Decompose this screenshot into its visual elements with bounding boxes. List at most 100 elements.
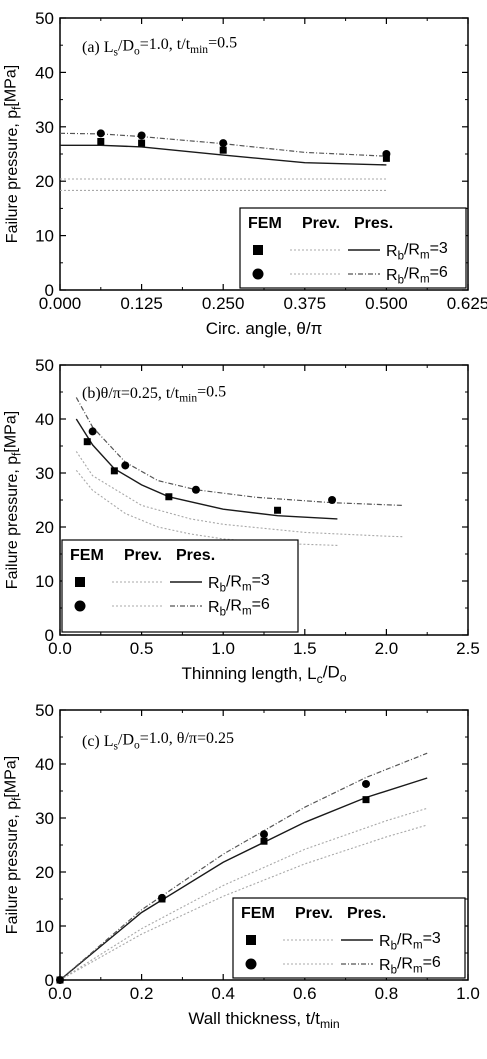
label-part: /D	[118, 38, 134, 55]
fem-point-circle	[382, 150, 391, 158]
label-part: b	[398, 275, 404, 287]
y-tick-label: 0	[45, 626, 54, 645]
label-part: Thinning length, L	[181, 664, 316, 683]
label-part: /R	[226, 598, 242, 615]
legend-marker-square	[253, 245, 263, 255]
x-tick-label: 0.4	[211, 984, 235, 1003]
label-part: R	[208, 599, 220, 616]
x-axis-label: Thinning length, Lc/Do	[181, 662, 346, 685]
fem-point-square	[97, 137, 105, 145]
label-part: c	[317, 672, 323, 686]
fem-point-square	[274, 506, 282, 514]
y-tick-label: 40	[35, 755, 54, 774]
y-axis-label: Failure pressure, pf[MPa]	[3, 756, 24, 934]
x-tick-label: 0.500	[365, 294, 408, 313]
y-tick-label: 10	[35, 572, 54, 591]
legend-header-pres: Pres.	[347, 905, 386, 922]
legend-marker-circle	[74, 600, 86, 612]
x-tick-label: 0.000	[39, 294, 82, 313]
y-tick-label: 20	[35, 518, 54, 537]
label-part: [MPa]	[3, 756, 20, 798]
label-part: (b)θ/π=0.25, t/t	[82, 385, 180, 402]
legend: FEM Prev. Pres.Rb/Rm=3Rb/Rm=6	[61, 539, 299, 633]
fem-point-circle	[362, 779, 370, 788]
label-part: m	[413, 939, 423, 951]
label-part: R	[386, 243, 398, 260]
x-tick-label: 1.0	[211, 639, 235, 658]
label-part: o	[134, 739, 140, 751]
label-part: /D	[118, 732, 134, 749]
label-part: m	[242, 605, 252, 617]
y-axis-label: Failure pressure, pf[MPa]	[3, 411, 24, 589]
legend-marker-circle	[245, 958, 257, 970]
fem-point-circle	[56, 976, 64, 984]
label-part: =1.0, t/t	[140, 36, 191, 53]
label-part: Failure pressure, p	[4, 110, 21, 243]
label-part: Failure pressure, p	[4, 801, 21, 934]
pres-curve	[75, 397, 403, 506]
label-part: Wall thickness, t/t	[188, 1009, 320, 1028]
legend: FEM Prev. Pres.Rb/Rm=3Rb/Rm=6	[239, 207, 467, 289]
label-part: =6	[430, 264, 448, 281]
label-part: =3	[430, 240, 448, 257]
label-part: s	[114, 47, 119, 59]
label-part: /R	[397, 932, 413, 949]
label-part: R	[379, 957, 391, 974]
prev-curve	[75, 469, 338, 546]
prev-curve	[75, 451, 403, 538]
fem-point-circle	[121, 461, 130, 470]
panel-annotation: (a) Ls/Do=1.0, t/tmin=0.5	[82, 35, 237, 59]
y-tick-label: 40	[35, 410, 54, 429]
label-part: b	[398, 251, 404, 263]
label-part: R	[208, 575, 220, 592]
fem-point-square	[83, 438, 91, 446]
series-1	[59, 129, 391, 180]
fem-point-square	[362, 796, 370, 804]
y-tick-label: 40	[35, 63, 54, 82]
label-part: /R	[404, 242, 420, 259]
y-tick-label: 10	[35, 227, 54, 246]
chart-panel-0: 0.000 0.125 0.250 0.375 0.500 0.625 0 10 20 30 40 5…	[3, 9, 487, 338]
label-part: =0.5	[197, 384, 226, 401]
label-part: min	[320, 1017, 340, 1031]
fem-point-square	[165, 493, 173, 501]
x-tick-label: 0.250	[202, 294, 245, 313]
legend-box	[239, 207, 467, 289]
y-tick-label: 50	[35, 356, 54, 375]
label-part: o	[134, 45, 140, 57]
x-tick-label: 0.5	[130, 639, 154, 658]
x-tick-label: 1.5	[293, 639, 317, 658]
legend-series-label: Rb/Rm=6	[386, 264, 448, 287]
fem-point-square	[138, 139, 146, 147]
label-part: =3	[423, 930, 441, 947]
fem-point-circle	[96, 129, 105, 138]
fem-point-circle	[137, 131, 146, 140]
label-part: =3	[252, 572, 270, 589]
label-part: o	[340, 670, 347, 684]
y-tick-label: 30	[35, 464, 54, 483]
y-tick-label: 50	[35, 701, 54, 720]
series-1	[56, 752, 428, 984]
x-axis-label: Wall thickness, t/tmin	[188, 1009, 340, 1031]
x-tick-label: 0.8	[375, 984, 399, 1003]
legend-header-fem: FEM	[70, 547, 104, 564]
legend-series-label: Rb/Rm=3	[208, 572, 270, 595]
y-tick-label: 0	[45, 281, 54, 300]
y-tick-label: 30	[35, 118, 54, 137]
x-tick-label: 0.375	[284, 294, 327, 313]
x-tick-label: 0.6	[293, 984, 317, 1003]
pres-curve	[75, 418, 338, 520]
legend: FEM Prev. Pres.Rb/Rm=3Rb/Rm=6	[232, 897, 466, 979]
label-part: b	[220, 607, 226, 619]
legend-header-fem: FEM	[241, 905, 275, 922]
label-part: R	[379, 933, 391, 950]
label-part: f	[12, 797, 24, 801]
label-part: =6	[423, 954, 441, 971]
legend-header-prev: Prev.	[302, 215, 340, 232]
label-part: =6	[252, 596, 270, 613]
y-axis-label: Failure pressure, pf[MPa]	[3, 65, 24, 243]
fem-point-circle	[88, 427, 97, 436]
series-1	[75, 397, 403, 538]
pres-curve	[59, 132, 387, 157]
